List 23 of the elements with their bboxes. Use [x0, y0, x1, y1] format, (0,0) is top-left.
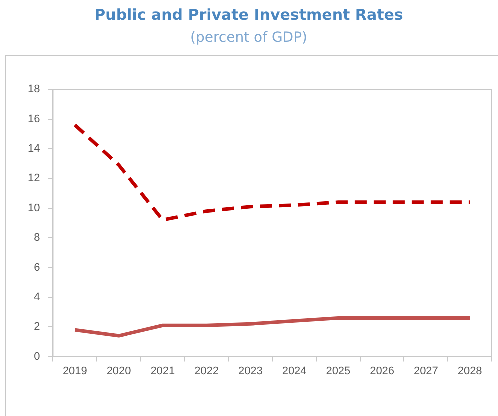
- x-tick-label: 2024: [282, 365, 307, 378]
- chart-subtitle: (percent of GDP): [189, 30, 308, 46]
- line-series: [73, 123, 472, 222]
- y-tick-label: 10: [28, 202, 40, 214]
- y-tick-label: 2: [34, 321, 40, 334]
- y-tick-label: 16: [28, 113, 40, 126]
- x-tick-label: 2023: [238, 365, 263, 378]
- x-tick-label: 2026: [370, 365, 395, 378]
- y-tick-label: 8: [34, 232, 40, 244]
- x-tick-label: 2027: [414, 365, 438, 378]
- x-tick-label: 2021: [150, 365, 176, 378]
- x-tick-label: 2028: [458, 365, 482, 378]
- y-tick-label: 12: [28, 172, 40, 185]
- y-tick-label: 18: [28, 84, 40, 96]
- y-tick-label: 4: [34, 291, 40, 304]
- x-tick-label: 2022: [194, 365, 220, 378]
- chart-title: Public and Private Investment Rates: [94, 6, 404, 24]
- y-tick-label: 14: [28, 143, 40, 156]
- y-tick-label: 6: [34, 262, 40, 274]
- x-tick-label: 2019: [62, 365, 88, 378]
- y-tick-label: 0: [34, 350, 40, 363]
- x-tick-label: 2025: [326, 365, 351, 378]
- x-tick-label: 2020: [106, 365, 132, 378]
